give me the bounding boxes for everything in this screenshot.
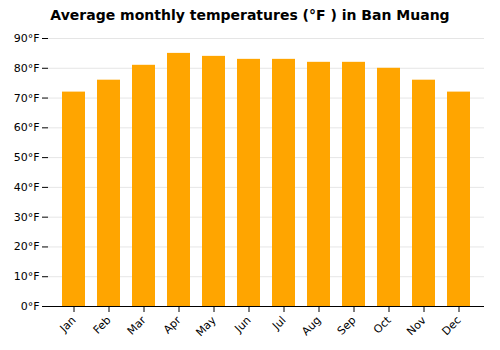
svg-text:20°F: 20°F: [14, 240, 40, 253]
svg-text:Mar: Mar: [125, 313, 149, 337]
svg-text:10°F: 10°F: [14, 270, 40, 283]
svg-text:90°F: 90°F: [14, 32, 40, 45]
svg-text:70°F: 70°F: [14, 92, 40, 105]
svg-text:60°F: 60°F: [14, 121, 40, 134]
svg-text:Jul: Jul: [269, 314, 288, 333]
svg-text:Dec: Dec: [439, 314, 463, 338]
svg-text:Jun: Jun: [232, 314, 254, 336]
svg-text:30°F: 30°F: [14, 211, 40, 224]
svg-text:0°F: 0°F: [21, 300, 40, 313]
svg-text:May: May: [193, 313, 219, 339]
html-text:Average monthly temperatures (: Average monthly temperatures (°F ) in Ba…: [50, 7, 450, 23]
svg-text:Nov: Nov: [404, 313, 429, 338]
svg-text:50°F: 50°F: [14, 151, 40, 164]
svg-text:Sep: Sep: [335, 314, 359, 338]
svg-text:Apr: Apr: [161, 313, 184, 336]
svg-text:80°F: 80°F: [14, 62, 40, 75]
svg-text:Aug: Aug: [299, 314, 323, 338]
svg-text:Jan: Jan: [57, 314, 79, 336]
svg-text:40°F: 40°F: [14, 181, 40, 194]
svg-text:Feb: Feb: [91, 314, 114, 337]
svg-text:Oct: Oct: [371, 313, 394, 336]
